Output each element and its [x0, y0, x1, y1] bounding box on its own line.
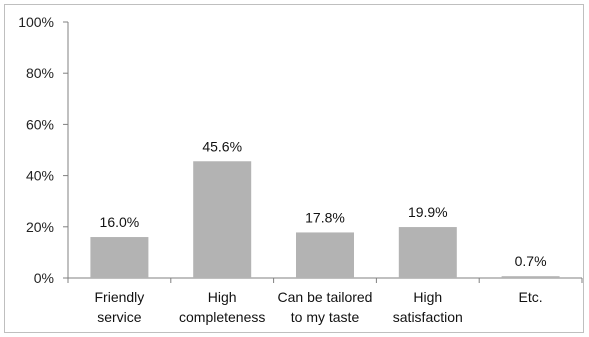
data-label: 19.9%	[408, 204, 448, 220]
y-tick-label: 100%	[18, 14, 54, 30]
y-tick-label: 40%	[26, 168, 54, 184]
data-label: 0.7%	[515, 253, 547, 269]
y-tick-label: 20%	[26, 219, 54, 235]
data-label: 17.8%	[305, 209, 345, 225]
category-label: to my taste	[291, 309, 360, 325]
category-label: Etc.	[519, 289, 543, 305]
data-label: 16.0%	[100, 214, 140, 230]
y-tick-label: 0%	[34, 270, 54, 286]
category-label: service	[97, 309, 142, 325]
category-label: High	[208, 289, 237, 305]
data-label: 45.6%	[202, 138, 242, 154]
bar	[90, 237, 149, 278]
bar	[398, 227, 457, 278]
category-label: High	[413, 289, 442, 305]
bar	[296, 232, 354, 278]
bar	[193, 161, 252, 278]
y-tick-label: 60%	[26, 116, 54, 132]
category-label: completeness	[179, 309, 265, 325]
bar	[501, 276, 560, 278]
category-label: Can be tailored	[278, 289, 373, 305]
category-label: Friendly	[95, 289, 145, 305]
y-tick-label: 80%	[26, 65, 54, 81]
category-label: satisfaction	[393, 309, 463, 325]
